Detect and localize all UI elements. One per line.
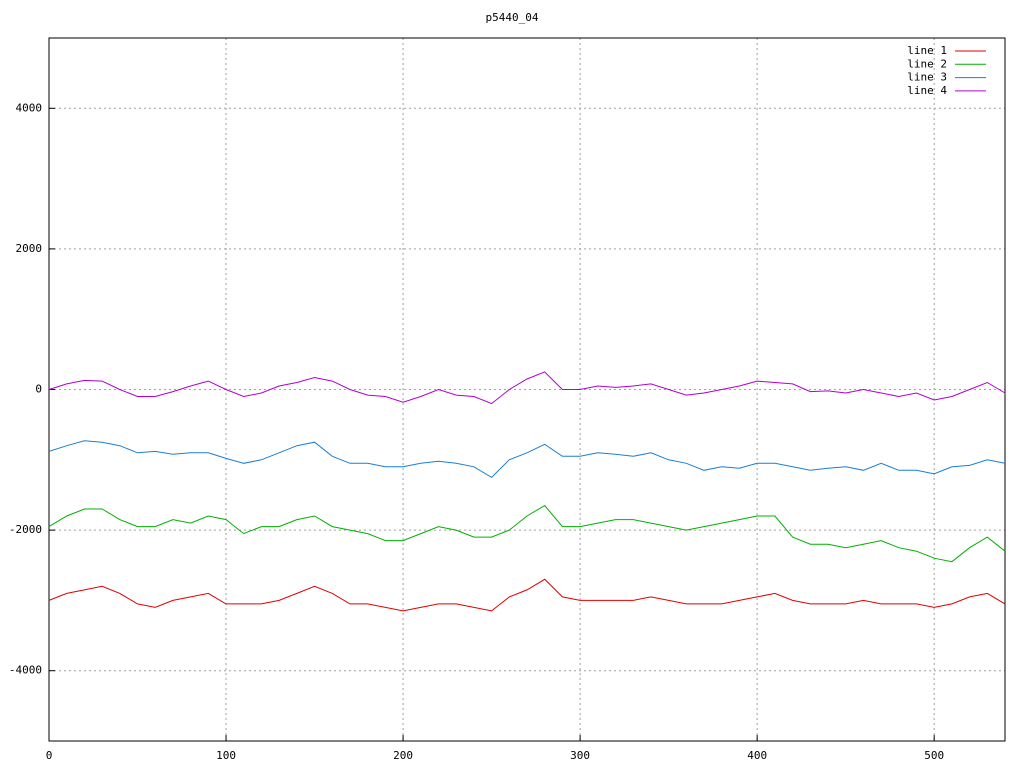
x-tick-label: 400 [747,749,767,762]
y-tick-label: -4000 [9,664,42,677]
data-line [48,578,1006,612]
data-line [48,440,1006,479]
x-tick-label: 300 [570,749,590,762]
x-tick-label: 0 [46,749,53,762]
legend-label: line 1 [907,44,947,57]
legend-label: line 4 [907,84,947,97]
y-tick-label: 2000 [16,242,43,255]
legend-label: line 3 [907,71,947,84]
data-line [48,371,1006,405]
y-tick-label: 0 [35,383,42,396]
x-tick-label: 100 [216,749,236,762]
y-tick-label: -2000 [9,523,42,536]
chart-title: p5440_04 [486,11,539,24]
x-tick-label: 200 [393,749,413,762]
y-tick-label: 4000 [16,101,43,114]
data-line [48,504,1006,563]
legend-label: line 2 [907,57,947,70]
x-tick-label: 500 [924,749,944,762]
